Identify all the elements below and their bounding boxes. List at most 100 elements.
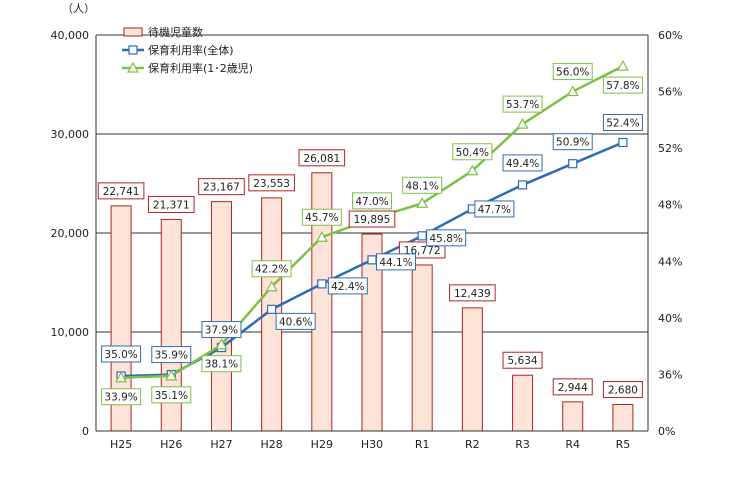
bar-value-label: 22,741 [103,186,140,198]
bar-value-label-box [449,284,496,302]
bar-value-label-box [248,174,295,192]
overall-rate-label-box [151,346,192,364]
y-left-tick-label: 10,000 [51,326,90,339]
square-point [517,180,528,190]
toddler-rate-label: 45.7% [305,212,338,224]
triangle-point [416,197,429,208]
toddler-rate-label-box [602,76,643,94]
bar-value-label: 19,895 [354,214,391,226]
overall-rate-label-box [552,133,593,151]
legend-square-marker [128,45,138,55]
bar-value-label: 2,680 [608,384,638,396]
y-left-tick-label: 30,000 [51,128,90,141]
y-right-tick-label: 36% [658,368,682,381]
axes: 0 10,000 20,000 30,000 40,000 （人） 0% 36% 40% 44% 4… [51,2,683,451]
bar-value-label: 5,634 [508,355,538,367]
y-right-tick-label: 48% [658,199,682,212]
triangle-point [466,164,479,176]
bar-value-label-box [502,351,543,369]
overall-rate-label-box [602,113,643,131]
y-right-tick-label: 40% [658,312,682,325]
y-right-tick-label: 0% [658,425,675,438]
overall-rate-label: 35.9% [155,350,188,362]
overall-rate-label: 52.4% [606,117,639,129]
legend-bar-swatch [123,27,143,37]
overall-rate-label: 47.7% [478,204,511,216]
legend-label-overall-rate: 保育利用率(全体) [148,43,234,57]
overall-rate-label: 44.1% [379,257,412,269]
toddler-rate-label-box [101,388,142,406]
bar [612,403,634,432]
bar-value-label: 21,371 [153,199,190,211]
x-tick-label: H30 [361,438,383,451]
overall-rate-label-box [275,312,316,330]
toddler-rate-label: 56.0% [556,67,589,79]
triangle-point [115,371,128,383]
triangle-point [165,369,178,381]
toddler-rate-label-box [151,386,192,404]
bar-value-label-box [602,380,643,398]
triangle-point [566,85,579,97]
y-left-tick-label: 40,000 [51,29,90,42]
triangle-point [315,231,328,242]
toddler-rate-label: 38.1% [205,359,238,371]
bar-value-label-box [348,210,396,228]
bar [512,374,534,432]
triangle-point [215,338,228,350]
y-right-tick-label: 44% [658,255,682,268]
overall-rate-label-box [327,277,368,295]
bar-value-label-box [97,182,145,200]
bar-value-label: 2,944 [558,382,588,394]
overall-rate-label-box [101,345,142,363]
overall-rate-label: 42.4% [331,281,364,293]
bar [562,401,584,432]
legend-label-waiting-children: 待機児童数 [148,25,203,39]
toddler-rate-label-box [502,95,543,113]
y-left-tick-label: 0 [82,425,89,438]
toddler-rate-label: 48.1% [406,180,439,192]
x-tick-label: H25 [110,438,132,451]
bar-value-label: 23,167 [203,182,240,194]
x-tick-label: H26 [160,438,182,451]
triangle-point [265,280,278,292]
toddler-rate-label: 57.8% [606,80,639,92]
square-point [618,137,628,148]
x-tick-label: H27 [210,438,232,451]
x-tick-label: R1 [415,438,430,451]
x-tick-label: H28 [260,438,282,451]
toddler-rate-label: 35.1% [155,390,188,402]
bars [110,172,634,432]
legend-triangle-marker [126,61,140,73]
x-tick-label: H29 [311,438,333,451]
bar [461,307,483,432]
overall-rate-label: 45.8% [430,233,463,245]
bar-value-label: 12,439 [454,288,491,300]
y-right-tick-label: 52% [658,142,682,155]
y-right-tick-label: 56% [658,86,682,99]
overall-rate-label-box [201,321,242,339]
overall-rate-label: 37.9% [205,325,238,337]
overall-rate-label-box [502,154,543,172]
square-point [267,304,277,314]
square-point [417,231,427,241]
toddler-rate-label-box [552,63,593,81]
toddler-rate-label: 53.7% [506,99,539,111]
toddler-rate-label-box [251,260,292,278]
toddler-rate-label: 42.2% [255,264,288,276]
triangle-point [616,59,629,71]
toddler-rate-label-box [402,176,443,194]
y-left-unit-label: （人） [62,2,95,15]
overall-rate-label-box [426,229,467,247]
toddler-rate-label: 33.9% [104,392,137,404]
bar-value-label: 26,081 [303,153,340,165]
toddler-rate-label: 47.0% [355,196,388,208]
toddler-rate-label-box [352,192,392,210]
bar [210,201,232,432]
overall-rate-label: 40.6% [279,316,312,328]
square-point [317,279,327,289]
toddler-rate-label: 50.4% [456,147,489,159]
overall-rate-label-box [376,253,416,271]
toddler-rate-label-box [201,355,242,373]
